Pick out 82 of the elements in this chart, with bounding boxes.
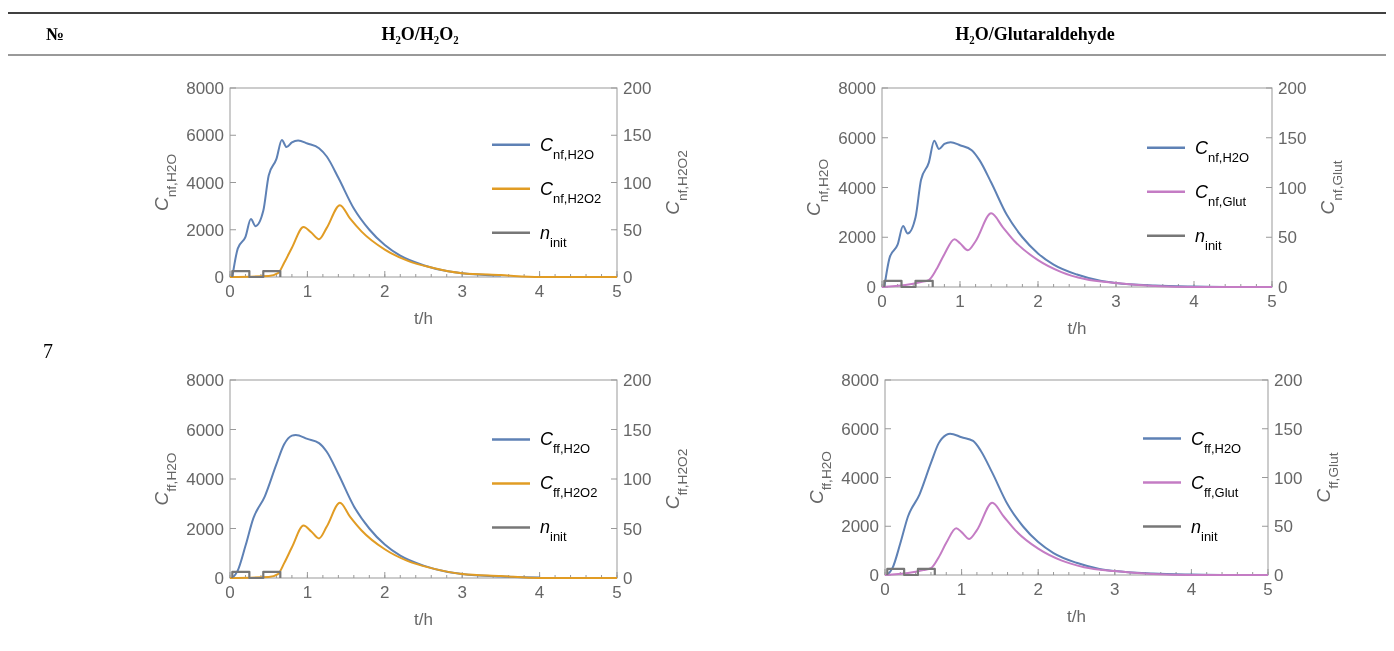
y-tick-label: 4000: [841, 468, 879, 488]
legend-label: n$_{init}$: [1195, 225, 1222, 253]
legend-label: C$_{ff,H2O}$: [540, 429, 591, 456]
x-tick-label: 3: [1111, 292, 1121, 311]
x-tick-label: 4: [534, 583, 545, 602]
y2-tick-label: 50: [623, 220, 642, 240]
line-series: [231, 433, 541, 579]
x-tick-label: 2: [380, 583, 390, 602]
y2-tick-label: 100: [1274, 468, 1303, 488]
y2-tick-label: 100: [1278, 178, 1307, 198]
x-tick-label: 5: [1263, 580, 1273, 599]
y2-tick-label: 50: [1274, 517, 1293, 537]
y2-tick-label: 150: [1274, 419, 1303, 439]
y2-tick-label: 200: [623, 79, 652, 98]
y-tick-label: 0: [214, 268, 224, 287]
y-tick-label: 4000: [838, 178, 876, 198]
line-series: [231, 138, 502, 278]
legend-label: n$_{init}$: [540, 517, 567, 544]
y2-tick-label: 200: [1274, 371, 1303, 390]
x-axis-title: t/h: [1067, 319, 1087, 338]
legend-label: C$_{nf,H2O}$: [1195, 137, 1250, 165]
y-tick-label: 6000: [186, 126, 224, 146]
y-tick-label: 6000: [186, 420, 224, 440]
text: 7: [43, 340, 53, 362]
y-tick-label: 6000: [838, 128, 876, 148]
y-tick-label: 0: [869, 566, 879, 585]
y-tick-label: 8000: [841, 371, 879, 390]
x-tick-label: 1: [302, 583, 313, 602]
x-tick-label: 3: [1110, 580, 1120, 599]
y2-tick-label: 150: [623, 126, 652, 146]
y2-tick-label: 200: [1278, 79, 1307, 98]
text: H₂O/H₂O₂: [381, 24, 459, 44]
legend-label: n$_{init}$: [1191, 516, 1218, 543]
x-axis-title: t/h: [1067, 607, 1086, 626]
legend-label: C$_{nf,Glut}$: [1195, 181, 1247, 209]
line-series: [229, 501, 618, 579]
y-tick-label: 8000: [186, 371, 224, 390]
text: №: [45, 24, 65, 44]
y2-tick-label: 50: [1278, 228, 1297, 248]
y-tick-label: 6000: [841, 419, 879, 439]
x-axis-title: t/h: [414, 309, 433, 328]
x-tick-label: 1: [956, 580, 967, 599]
line-series: [881, 212, 1273, 288]
legend-label: C$_{nf,H2O}$: [540, 134, 595, 162]
x-tick-label: 4: [534, 282, 545, 301]
y-tick-label: 4000: [186, 173, 224, 193]
x-tick-label: 3: [457, 282, 467, 301]
y-tick-label: 2000: [186, 519, 224, 539]
x-tick-label: 5: [1267, 292, 1277, 311]
y-tick-label: 2000: [838, 228, 876, 248]
x-tick-label: 3: [457, 583, 467, 602]
legend-label: C$_{ff,Glut}$: [1191, 472, 1239, 499]
y-tick-label: 4000: [186, 470, 224, 489]
y2-tick-label: 100: [623, 173, 652, 193]
x-tick-label: 5: [612, 282, 622, 301]
x-tick-label: 4: [1186, 580, 1197, 599]
x-tick-label: 1: [302, 282, 313, 301]
legend-label: n$_{init}$: [540, 222, 567, 250]
y2-tick-label: 200: [623, 371, 652, 390]
y-tick-label: 8000: [186, 79, 224, 98]
text: H₂O/Glutaraldehyde: [955, 24, 1115, 44]
x-tick-label: 4: [1189, 292, 1199, 311]
legend-label: C$_{ff,H2O2}$: [540, 473, 598, 500]
x-tick-label: 2: [380, 282, 390, 301]
x-tick-label: 2: [1033, 292, 1043, 311]
legend-label: C$_{nf,H2O2}$: [540, 178, 602, 206]
y2-tick-label: 50: [623, 519, 642, 539]
legend-label: C$_{ff,H2O}$: [1191, 428, 1242, 455]
y2-tick-label: 0: [623, 268, 633, 287]
x-axis-title: t/h: [414, 610, 433, 629]
x-tick-label: 5: [612, 583, 622, 602]
y2-tick-label: 150: [1278, 128, 1307, 148]
x-tick-label: 2: [1033, 580, 1043, 599]
line-series: [229, 204, 618, 278]
y2-tick-label: 150: [623, 420, 652, 440]
y2-tick-label: 100: [623, 470, 652, 489]
y-tick-label: 2000: [841, 517, 879, 537]
x-tick-label: 1: [955, 292, 965, 311]
y-tick-label: 2000: [186, 220, 224, 240]
y2-tick-label: 0: [1274, 566, 1284, 585]
y-tick-label: 8000: [838, 79, 876, 98]
line-series: [884, 501, 1269, 576]
